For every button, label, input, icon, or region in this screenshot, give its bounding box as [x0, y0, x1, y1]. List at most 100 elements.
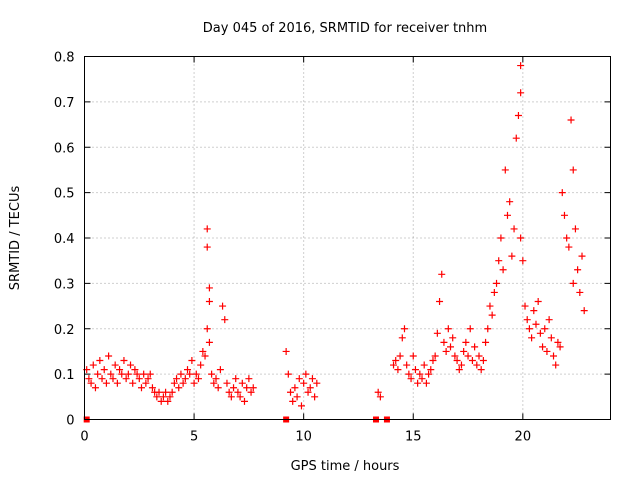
data-point — [208, 370, 216, 378]
axis-ticks — [84, 56, 611, 420]
data-point — [203, 325, 211, 333]
data-point — [521, 302, 529, 310]
data-point — [560, 211, 568, 219]
data-point — [392, 357, 400, 365]
data-point — [475, 352, 483, 360]
data-point — [429, 357, 437, 365]
data-point — [297, 402, 305, 410]
data-point — [175, 384, 183, 392]
data-point — [558, 189, 566, 197]
data-point — [116, 366, 124, 374]
data-point — [234, 388, 242, 396]
y-tick-label: 0.3 — [54, 277, 75, 292]
data-point — [517, 89, 525, 97]
data-point — [197, 361, 205, 369]
data-point — [477, 366, 485, 374]
data-point — [453, 357, 461, 365]
data-point — [282, 347, 290, 355]
data-point — [442, 347, 450, 355]
data-point — [313, 379, 321, 387]
data-point — [493, 279, 501, 287]
x-axis-label: GPS time / hours — [291, 459, 400, 474]
y-tick-label: 0.2 — [54, 323, 75, 338]
data-point — [512, 134, 520, 142]
data-point — [574, 266, 582, 274]
data-point — [497, 234, 505, 242]
data-point — [140, 370, 148, 378]
data-point — [390, 361, 398, 369]
data-point — [488, 311, 496, 319]
data-point — [565, 243, 573, 251]
data-point — [552, 361, 560, 369]
data-point — [212, 375, 220, 383]
data-point — [289, 397, 297, 405]
data-point — [219, 302, 227, 310]
data-point — [91, 384, 99, 392]
data-point — [137, 384, 145, 392]
data-point — [120, 357, 128, 365]
data-point — [194, 375, 202, 383]
data-point — [146, 370, 154, 378]
data-point — [394, 366, 402, 374]
data-point — [223, 379, 231, 387]
data-point — [563, 234, 571, 242]
data-point — [499, 266, 507, 274]
data-point — [230, 384, 238, 392]
data-point — [398, 334, 406, 342]
data-point — [89, 361, 97, 369]
data-point — [409, 352, 417, 360]
data-point — [131, 366, 139, 374]
data-point — [308, 375, 316, 383]
data-point — [376, 393, 384, 401]
data-point — [403, 361, 411, 369]
data-point — [311, 393, 319, 401]
data-point — [514, 111, 522, 119]
x-tick-labels: 0 5 10 15 20 — [80, 430, 531, 445]
data-point — [111, 361, 119, 369]
data-point — [578, 252, 586, 260]
data-point — [541, 325, 549, 333]
y-axis-label: SRMTID / TECUs — [8, 186, 23, 291]
data-point — [227, 393, 235, 401]
data-point — [243, 384, 251, 392]
x-tick-label: 10 — [295, 430, 312, 445]
data-point — [118, 370, 126, 378]
data-point — [425, 370, 433, 378]
data-point — [107, 370, 115, 378]
data-point — [94, 370, 102, 378]
data-point — [567, 116, 575, 124]
data-point — [238, 379, 246, 387]
data-point — [528, 334, 536, 342]
data-point — [503, 211, 511, 219]
data-point — [214, 384, 222, 392]
data-point — [87, 379, 95, 387]
data-point — [221, 316, 229, 324]
x-tick-label: 5 — [190, 430, 198, 445]
data-point — [543, 347, 551, 355]
data-point — [420, 361, 428, 369]
data-point — [438, 270, 446, 278]
data-point — [571, 225, 579, 233]
data-point — [479, 357, 487, 365]
data-point — [157, 397, 165, 405]
data-point — [96, 357, 104, 365]
data-point — [519, 257, 527, 265]
data-point — [427, 366, 435, 374]
grid — [84, 56, 611, 420]
data-point — [576, 288, 584, 296]
data-point — [291, 384, 299, 392]
data-point — [155, 388, 163, 396]
data-point — [98, 375, 106, 383]
data-point — [247, 388, 255, 396]
data-point — [486, 302, 494, 310]
data-point — [293, 393, 301, 401]
data-point — [464, 352, 472, 360]
data-point — [517, 234, 525, 242]
data-point — [166, 393, 174, 401]
data-point — [525, 325, 533, 333]
data-point — [168, 388, 176, 396]
data-point — [199, 347, 207, 355]
data-point — [295, 375, 303, 383]
data-point — [190, 379, 198, 387]
data-point — [510, 225, 518, 233]
